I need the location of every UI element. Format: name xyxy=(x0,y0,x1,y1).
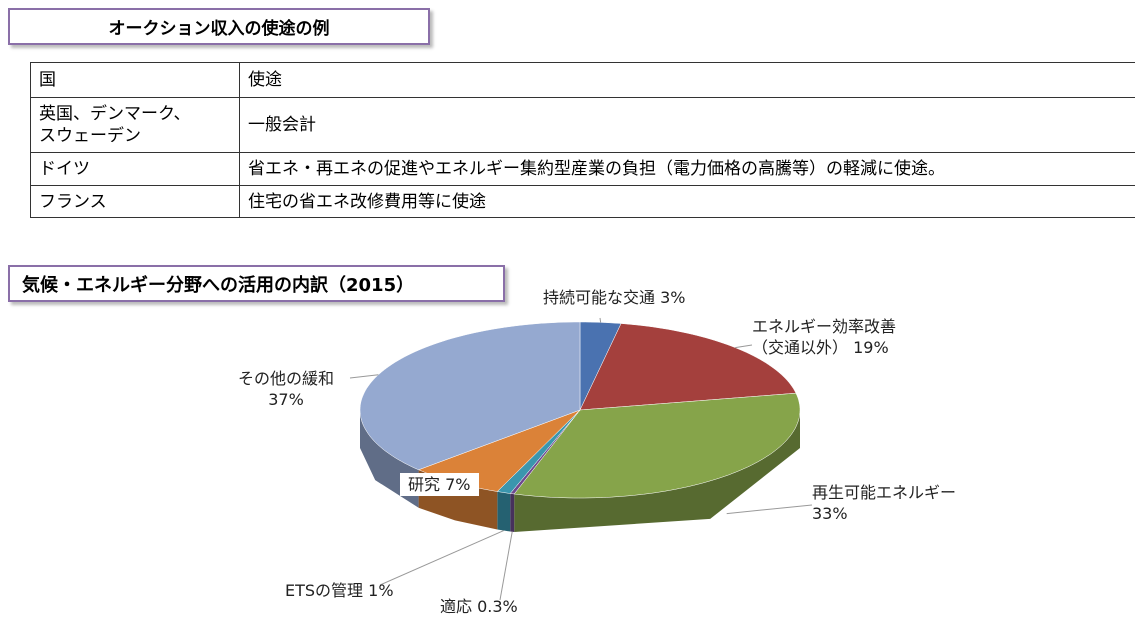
data-label: エネルギー効率改善 （交通以外） 19% xyxy=(752,316,896,358)
leader-line xyxy=(727,505,812,514)
slice-side xyxy=(497,492,510,532)
label-value: 7% xyxy=(445,475,470,494)
label-value: 0.3% xyxy=(477,597,518,616)
data-label: 持続可能な交通 3% xyxy=(543,287,686,308)
label-name: 適応 xyxy=(440,597,472,616)
slice-side xyxy=(510,494,514,533)
data-label: 研究 7% xyxy=(400,473,479,496)
leader-line xyxy=(735,345,752,348)
data-label: その他の緩和 37% xyxy=(238,368,334,410)
data-label: 適応 0.3% xyxy=(440,596,518,617)
label-value: 3% xyxy=(660,288,685,307)
label-value: 33% xyxy=(812,504,848,523)
label-value: 1% xyxy=(368,581,393,600)
data-label: ETSの管理 1% xyxy=(285,580,394,601)
data-label: 再生可能エネルギー 33% xyxy=(812,482,956,524)
label-name: 持続可能な交通 xyxy=(543,288,655,307)
chart-title: 気候・エネルギー分野への活用の内訳（2015） xyxy=(8,265,505,302)
leader-line xyxy=(380,531,504,585)
label-name: その他の緩和 xyxy=(238,369,334,388)
leader-line xyxy=(350,375,378,378)
label-name: 再生可能エネルギー xyxy=(812,483,956,502)
label-name: 研究 xyxy=(408,475,440,494)
label-value: 19% xyxy=(853,338,889,357)
leader-line xyxy=(500,532,512,600)
leader-line xyxy=(600,318,601,322)
label-name: ETSの管理 xyxy=(285,581,363,600)
label-value: 37% xyxy=(268,390,304,409)
